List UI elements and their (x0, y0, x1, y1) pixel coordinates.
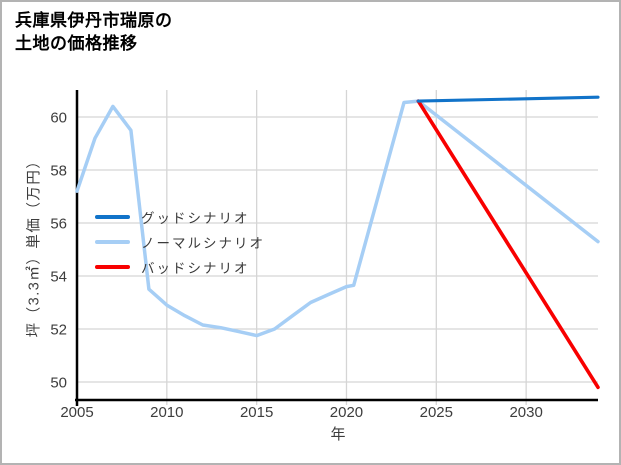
legend-item-bad: バッドシナリオ (95, 254, 265, 279)
legend-swatch-bad (95, 264, 130, 269)
y-tick-label: 50 (50, 374, 67, 391)
x-tick-label: 2020 (330, 404, 363, 421)
y-tick-label: 56 (50, 216, 67, 233)
x-axis-label: 年 (330, 426, 346, 443)
x-tick-label: 2015 (240, 404, 273, 421)
series-line-good (416, 95, 600, 103)
y-tick-label: 58 (50, 163, 67, 180)
chart-legend: グッドシナリオ ノーマルシナリオ バッドシナリオ (95, 204, 265, 279)
x-tick-label: 2005 (60, 404, 93, 421)
y-tick-label: 60 (50, 110, 67, 127)
legend-label: グッドシナリオ (141, 210, 250, 226)
x-tick-label: 2010 (150, 404, 183, 421)
legend-label: バッドシナリオ (141, 260, 250, 276)
legend-swatch-normal (95, 239, 130, 244)
chart-title-line2: 土地の価格推移 (15, 34, 138, 53)
y-tick-label: 52 (50, 321, 67, 338)
legend-label: ノーマルシナリオ (141, 235, 265, 251)
legend-item-normal: ノーマルシナリオ (95, 229, 265, 254)
x-tick-label: 2030 (509, 404, 542, 421)
series-line-normal (75, 99, 600, 338)
y-tick-label: 54 (50, 269, 67, 286)
chart-title: 兵庫県伊丹市瑞原の 土地の価格推移 (15, 9, 173, 55)
legend-item-good: グッドシナリオ (95, 204, 265, 229)
legend-swatch-good (95, 214, 130, 219)
chart-title-line1: 兵庫県伊丹市瑞原の (15, 11, 173, 30)
y-axis-label: 坪（3.3㎡）単価（万円） (26, 152, 43, 338)
series-line-bad (416, 99, 600, 390)
x-tick-label: 2025 (420, 404, 453, 421)
